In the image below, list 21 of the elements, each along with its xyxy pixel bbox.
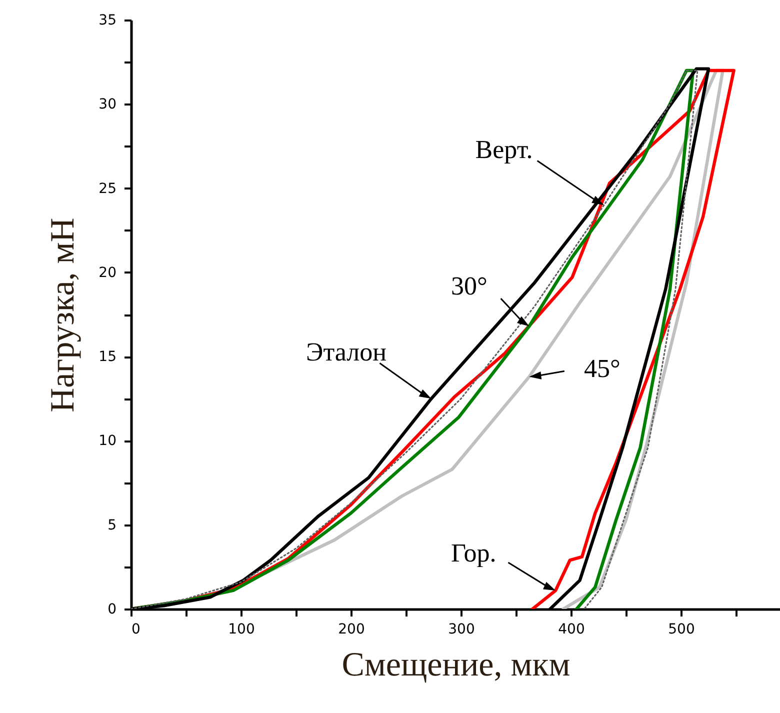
y-tick-label: 25 [98,180,116,197]
y-tick-label: 15 [98,349,116,366]
y-tick-label: 10 [98,433,116,450]
x-tick-label: 200 [338,622,365,638]
annotation: 45° [584,354,620,383]
y-tick-label: 35 [98,12,116,28]
x-tick-label: 300 [448,622,475,638]
y-tick-label: 20 [98,264,116,281]
x-tick-label: 500 [668,622,695,638]
x-tick-label: 400 [558,622,585,638]
annotation: Эталон [306,338,387,367]
x-axis-title: Смещение, мкм [342,646,570,684]
annotation: Верт. [475,135,533,164]
y-tick-label: 30 [98,96,116,113]
y-tick-label: 5 [108,517,116,534]
x-tick-label: 0 [132,622,140,638]
annotation: Гор. [450,538,496,568]
x-tick-label: 100 [228,622,255,638]
y-tick-label: 0 [108,602,116,618]
y-axis-title: Нагрузка, мН [44,218,82,412]
annotation: 30° [450,271,488,300]
